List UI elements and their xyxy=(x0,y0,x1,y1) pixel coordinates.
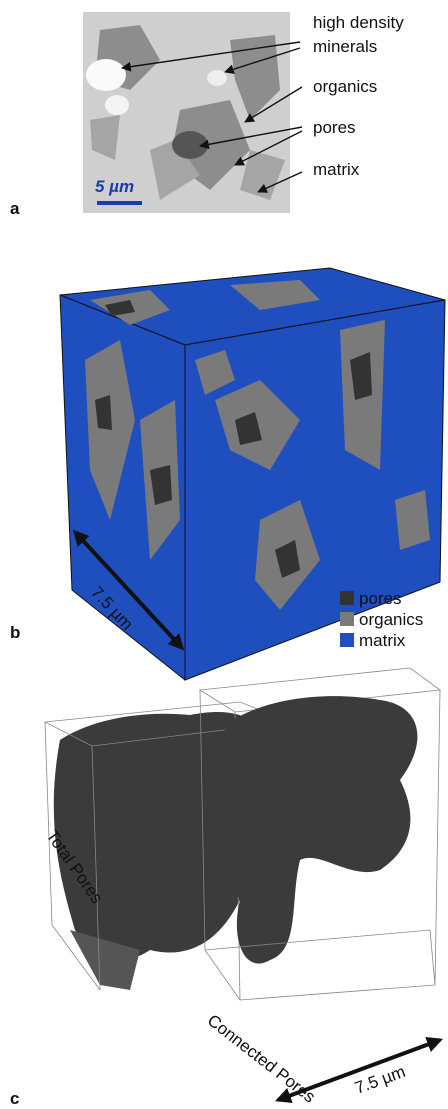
figure: high density minerals organics pores mat… xyxy=(0,0,448,1109)
legend-label: pores xyxy=(359,589,402,608)
legend-swatch xyxy=(340,591,354,605)
legend: pores organics matrix xyxy=(340,589,423,650)
panel-label: a xyxy=(10,199,20,218)
organics-patch xyxy=(395,490,430,550)
legend-label: matrix xyxy=(359,631,406,650)
legend-swatch xyxy=(340,633,354,647)
annotation: matrix xyxy=(313,160,360,179)
panel-label: c xyxy=(10,1089,19,1108)
legend-swatch xyxy=(340,612,354,626)
scale-bar-label: 5 µm xyxy=(95,177,134,196)
panel-label: b xyxy=(10,623,20,642)
annotation: high density xyxy=(313,13,404,32)
annotation: minerals xyxy=(313,37,377,56)
annotation: pores xyxy=(313,118,356,137)
scale-bar xyxy=(97,201,142,205)
annotation: organics xyxy=(313,77,377,96)
legend-label: organics xyxy=(359,610,423,629)
